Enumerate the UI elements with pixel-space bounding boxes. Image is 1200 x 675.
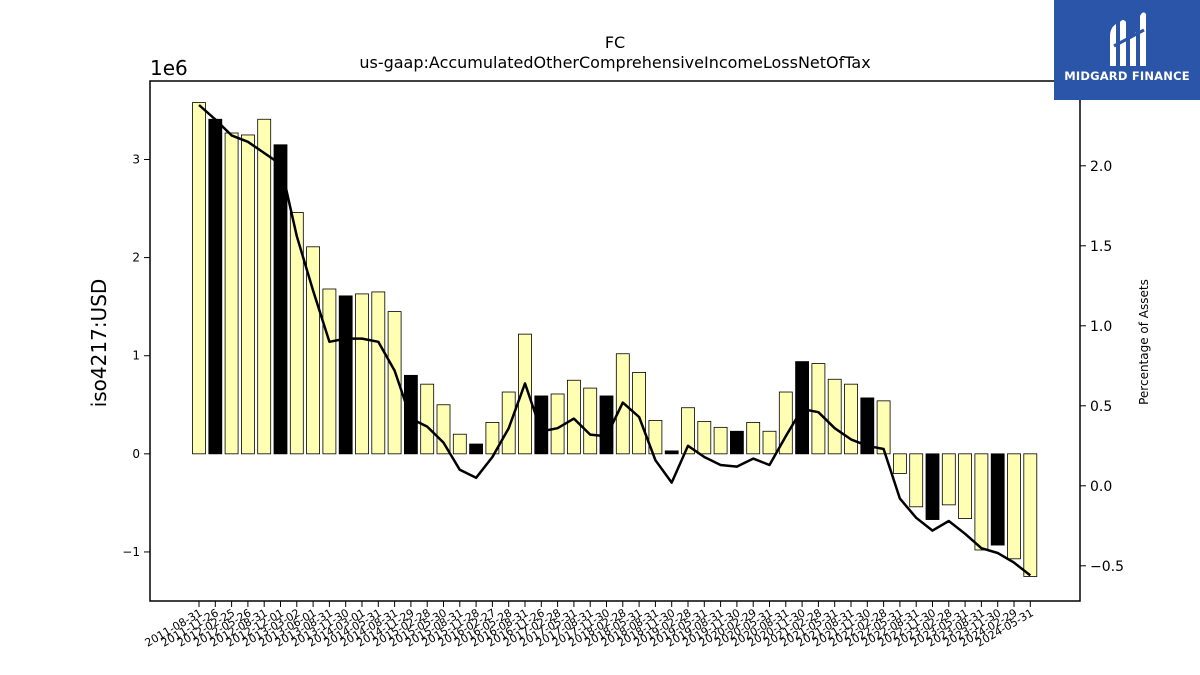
bar-2022-05-31 xyxy=(893,453,907,474)
percentage-line xyxy=(198,104,1032,577)
bar-2021-05-31 xyxy=(827,378,842,455)
y2-tick-label: −0.5 xyxy=(1090,559,1124,575)
bar-2015-05-30 xyxy=(436,404,451,455)
bar-2023-02-28 xyxy=(941,453,956,506)
y2-tick-label: 1.0 xyxy=(1090,319,1112,335)
bar-2018-11-30 xyxy=(664,450,679,455)
bar-2017-02-28 xyxy=(550,393,565,455)
bar-2014-05-31 xyxy=(371,291,386,455)
bar-2021-02-28 xyxy=(811,363,826,455)
bar-2023-11-30 xyxy=(990,453,1005,546)
y-offset-text: 1e6 xyxy=(150,56,188,80)
bar-2012-12-01 xyxy=(273,144,288,455)
bar-2017-08-31 xyxy=(583,387,598,455)
bar-2020-02-29 xyxy=(746,422,761,455)
bar-2016-02-27 xyxy=(485,422,500,455)
y2-tick-label: 0.0 xyxy=(1090,479,1112,495)
y-tick-label: 2 xyxy=(132,251,140,265)
bar-2017-05-31 xyxy=(567,379,581,455)
line-series xyxy=(198,104,1032,577)
bar-2022-11-30 xyxy=(925,453,940,520)
y-tick-label: 0 xyxy=(132,447,140,461)
y-tick-label: 3 xyxy=(132,152,140,166)
bar-2016-08-31 xyxy=(518,333,532,455)
bar-2012-08-31 xyxy=(257,118,272,455)
y-axis-label: iso4217:USD xyxy=(87,279,111,408)
y-axis-ticks: −1 0 1 2 3 xyxy=(122,152,150,559)
bar-2011-08-31 xyxy=(192,102,206,455)
y2-tick-label: 1.5 xyxy=(1090,239,1112,255)
y2-axis-ticks: −0.5 0.0 0.5 1.0 1.5 2.0 xyxy=(1080,159,1124,575)
bar-2014-08-31 xyxy=(387,311,402,455)
bar-2015-02-28 xyxy=(420,383,435,455)
bar-2022-08-31 xyxy=(909,453,924,508)
bar-2020-05-31 xyxy=(762,430,777,455)
plot-frame xyxy=(149,80,1081,602)
bar-2011-11-26 xyxy=(208,118,223,455)
bar-2015-11-28 xyxy=(469,443,484,455)
chart-title: FC xyxy=(605,33,625,52)
bar-2023-08-31 xyxy=(974,453,989,551)
bar-2018-08-31 xyxy=(648,420,663,455)
bar-2019-11-30 xyxy=(730,430,744,455)
x-axis-ticks: 2011-08-312011-11-262012-02-252012-05-26… xyxy=(143,601,1036,650)
bar-2023-05-31 xyxy=(958,453,972,519)
bar-2014-11-29 xyxy=(403,374,418,455)
bar-2018-05-31 xyxy=(632,371,646,455)
logo-text: MIDGARD FINANCE xyxy=(1064,69,1190,83)
bar-2014-03-01 xyxy=(355,293,369,455)
y-tick-label: −1 xyxy=(122,545,140,559)
bar-2024-02-29 xyxy=(1007,453,1021,560)
logo-mark-icon xyxy=(1110,12,1146,66)
bar-2021-11-30 xyxy=(860,397,875,455)
bar-2019-02-28 xyxy=(681,407,695,455)
bar-2013-08-31 xyxy=(322,288,337,455)
y-tick-label: 1 xyxy=(132,349,140,363)
bar-2019-05-31 xyxy=(697,421,712,455)
y2-tick-label: 2.0 xyxy=(1090,159,1112,175)
y2-tick-label: 0.5 xyxy=(1090,399,1112,415)
bar-2013-11-30 xyxy=(338,295,353,455)
bar-2013-03-02 xyxy=(289,212,304,455)
bar-2021-08-31 xyxy=(844,383,858,455)
chart-subtitle: us-gaap:AccumulatedOtherComprehensiveInc… xyxy=(359,53,870,72)
bar-2012-05-26 xyxy=(240,134,255,455)
bar-2019-08-31 xyxy=(713,426,728,455)
y2-axis-label: Percentage of Assets xyxy=(1137,279,1151,405)
bar-2022-02-28 xyxy=(876,400,891,455)
bar-2020-11-30 xyxy=(795,361,809,455)
brand-logo: MIDGARD FINANCE xyxy=(1054,0,1200,100)
bar-2024-05-31 xyxy=(1023,453,1038,577)
bar-2015-08-31 xyxy=(452,433,467,455)
bar-2012-02-25 xyxy=(224,132,239,455)
bar-2016-05-28 xyxy=(501,391,516,455)
bar-2016-11-26 xyxy=(534,395,549,455)
